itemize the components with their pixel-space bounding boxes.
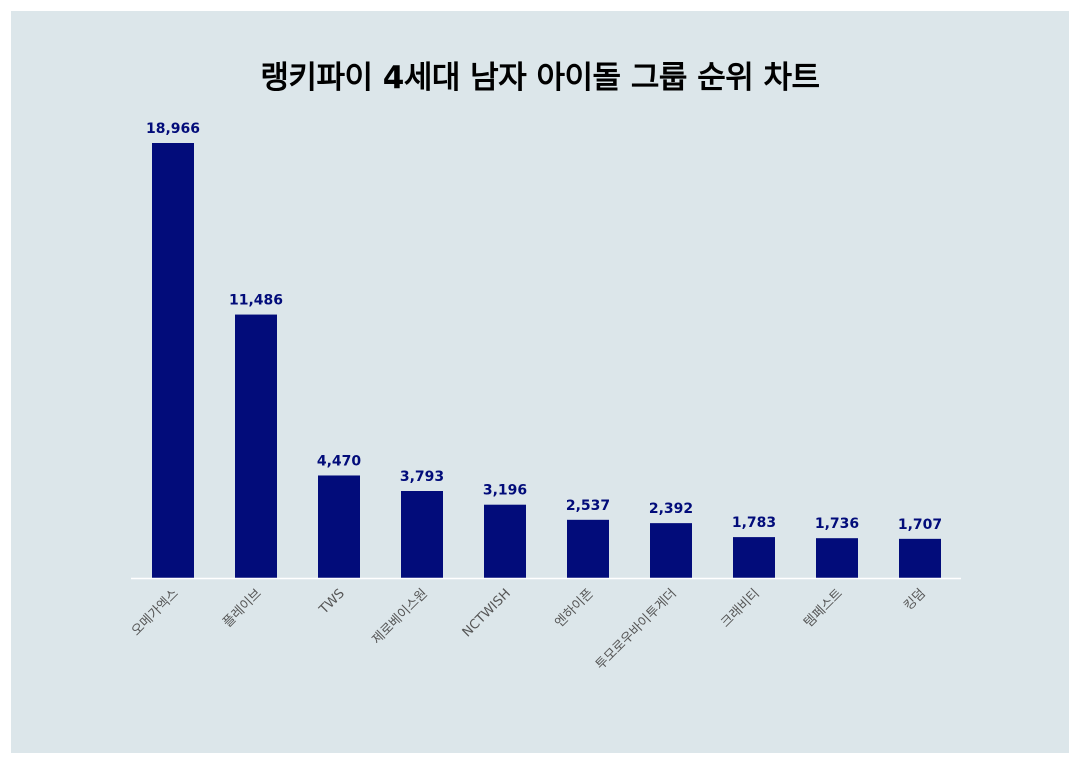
bar-8: [733, 537, 775, 578]
tick-label-6: 엔하이픈: [552, 586, 596, 630]
tick-label-9: 템페스트: [801, 586, 845, 630]
value-label-8: 1,783: [732, 515, 776, 531]
value-label-3: 4,470: [317, 453, 362, 469]
bar-2: [235, 314, 277, 578]
bar-7: [650, 523, 692, 578]
bar-6: [567, 519, 609, 578]
value-label-9: 1,736: [815, 516, 859, 532]
tick-label-1: 오메가엑스: [129, 586, 182, 639]
tick-label-3: TWS: [316, 586, 348, 618]
value-label-2: 11,486: [229, 293, 283, 309]
value-labels-group: 18,966 11,486 4,470 3,793 3,196 2,537 2,392 1,7…: [146, 121, 942, 533]
tick-label-10: 킹덤: [901, 586, 929, 614]
chart-title: 랭키파이 4세대 남자 아이돌 그룹 순위 차트: [260, 60, 820, 96]
bar-1: [152, 143, 194, 578]
value-label-4: 3,793: [400, 469, 444, 485]
bar-10: [899, 538, 941, 578]
bar-5: [484, 504, 526, 578]
tick-label-5: NCTWISH: [460, 586, 514, 640]
value-label-7: 2,392: [649, 501, 693, 517]
tick-label-4: 제로베이스원: [369, 586, 430, 647]
value-label-10: 1,707: [898, 517, 942, 533]
value-label-5: 3,196: [483, 483, 527, 499]
value-label-6: 2,537: [566, 498, 610, 514]
bar-9: [816, 538, 858, 578]
bar-3: [318, 475, 360, 578]
value-label-1: 18,966: [146, 121, 200, 137]
tick-label-7: 투모로우바이투게더: [593, 586, 680, 673]
bars-group: [152, 143, 941, 578]
tick-label-2: 플레이브: [220, 586, 264, 630]
tick-label-8: 크래비티: [718, 586, 762, 630]
bar-4: [401, 491, 443, 578]
